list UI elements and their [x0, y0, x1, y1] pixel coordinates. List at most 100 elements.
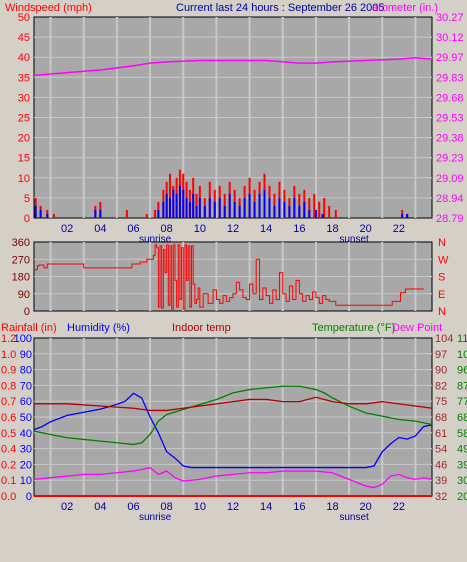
x-tick-label: 02: [61, 223, 73, 235]
humidity-tick-label: 20: [20, 459, 32, 471]
humidity-tick-label: 50: [20, 412, 32, 424]
windspeed-tick-label: 15: [18, 153, 30, 165]
sunset-label: sunset: [339, 234, 369, 245]
chart-title: Current last 24 hours : September 26 200…: [176, 2, 385, 14]
humidity-tick-label: 10: [20, 475, 32, 487]
barometer-tick-label: 29.09: [436, 173, 464, 185]
windspeed-axis-label: Windspeed (mph): [5, 2, 92, 14]
x-tick-label: 18: [326, 501, 338, 513]
compass-tick-label: W: [438, 254, 449, 266]
rainfall-tick-label: 0.8: [1, 380, 16, 392]
indoor-temp-tick-label: 104: [435, 333, 453, 345]
x-tick-label: 10: [194, 223, 206, 235]
compass-tick-label: N: [438, 306, 446, 318]
outdoor-temp-tick-label: 30: [457, 475, 467, 487]
rainfall-axis-label: Rainfall (in): [1, 322, 57, 334]
humidity-line: [33, 392, 433, 469]
x-tick-label: 20: [360, 501, 372, 513]
barometer-tick-label: 29.38: [436, 133, 464, 145]
x-tick-label: 20: [360, 223, 372, 235]
sunset-label: sunset: [339, 512, 369, 523]
dewpoint-line: [33, 467, 433, 489]
windspeed-tick-label: 5: [24, 193, 30, 205]
barometer-tick-label: 29.83: [436, 72, 464, 84]
compass-tick-label: N: [438, 237, 446, 249]
outdoor-temp-tick-label: 58: [457, 428, 467, 440]
direction-tick-label: 0: [24, 306, 30, 318]
x-tick-label: 12: [227, 501, 239, 513]
indoor-temp-tick-label: 61: [435, 428, 447, 440]
indoor-temp-tick-label: 46: [435, 459, 447, 471]
sunrise-label: sunrise: [139, 234, 172, 245]
rainfall-tick-label: 0.0: [1, 491, 16, 503]
windspeed-tick-label: 40: [18, 52, 30, 64]
humidity-tick-label: 0: [26, 491, 32, 503]
indoor-temp-line: [34, 396, 433, 412]
indoor-temp-tick-label: 82: [435, 380, 447, 392]
indoor-temp-tick-label: 39: [435, 475, 447, 487]
barometer-tick-label: 30.27: [436, 12, 464, 24]
outdoor-temp-tick-label: 87: [457, 380, 467, 392]
rainfall-tick-label: 0.2: [1, 459, 16, 471]
x-tick-label: 06: [127, 501, 139, 513]
outdoor-temp-tick-label: 77: [457, 396, 467, 408]
humidity-tick-label: 30: [20, 444, 32, 456]
windspeed-tick-label: 0: [24, 213, 30, 225]
direction-tick-label: 180: [12, 272, 30, 284]
indoor-temp-tick-label: 32: [435, 491, 447, 503]
windspeed-tick-label: 35: [18, 72, 30, 84]
direction-tick-label: 360: [12, 237, 30, 249]
rainfall-tick-label: 0.6: [1, 412, 16, 424]
barometer-tick-label: 29.97: [436, 52, 464, 64]
x-tick-label: 02: [61, 501, 73, 513]
rainfall-tick-label: 1.0: [1, 349, 16, 361]
rainfall-tick-label: 1.2: [1, 333, 16, 345]
barometer-tick-label: 29.53: [436, 113, 464, 125]
x-tick-label: 08: [161, 223, 173, 235]
compass-tick-label: E: [438, 289, 445, 301]
barometer-tick-label: 29.23: [436, 153, 464, 165]
dewpoint-axis-label: Dew Point: [392, 322, 442, 334]
humidity-axis-label: Humidity (%): [67, 322, 130, 334]
rainfall-tick-label: 0.9: [1, 365, 16, 377]
x-tick-label: 22: [393, 223, 405, 235]
indoor-temp-tick-label: 75: [435, 396, 447, 408]
indoor-temp-tick-label: 97: [435, 349, 447, 361]
humidity-tick-label: 100: [14, 333, 32, 345]
humidity-tick-label: 70: [20, 380, 32, 392]
rainfall-tick-label: 0.4: [1, 444, 16, 456]
x-tick-label: 22: [393, 501, 405, 513]
direction-tick-label: 90: [18, 289, 30, 301]
outdoor-temp-tick-label: 39: [457, 459, 467, 471]
windspeed-tick-label: 10: [18, 173, 30, 185]
humidity-tick-label: 80: [20, 365, 32, 377]
indoor-temp-tick-label: 90: [435, 365, 447, 377]
rainfall-tick-label: 0.1: [1, 475, 16, 487]
x-tick-label: 04: [94, 223, 106, 235]
windspeed-tick-label: 45: [18, 32, 30, 44]
windspeed-tick-label: 50: [18, 12, 30, 24]
barometer-tick-label: 29.68: [436, 92, 464, 104]
humidity-tick-label: 90: [20, 349, 32, 361]
x-tick-label: 12: [227, 223, 239, 235]
outdoor-temp-tick-label: 49: [457, 444, 467, 456]
barometer-line: [33, 56, 433, 77]
barometer-tick-label: 28.79: [436, 213, 464, 225]
outdoor-temp-tick-label: 96: [457, 365, 467, 377]
x-tick-label: 16: [293, 501, 305, 513]
x-tick-label: 14: [260, 223, 272, 235]
temperature-axis-label: Temperature (°F): [312, 322, 395, 334]
indoor-temp-tick-label: 68: [435, 412, 447, 424]
x-tick-label: 18: [326, 223, 338, 235]
barometer-axis-label: arometer (in.): [372, 2, 438, 14]
outdoor-temp-tick-label: 68: [457, 412, 467, 424]
windspeed-tick-label: 30: [18, 92, 30, 104]
barometer-tick-label: 30.12: [436, 32, 464, 44]
x-tick-label: 06: [127, 223, 139, 235]
windspeed-tick-label: 25: [18, 113, 30, 125]
windspeed-tick-label: 20: [18, 133, 30, 145]
indoor-temp-tick-label: 54: [435, 444, 447, 456]
sunrise-label: sunrise: [139, 512, 172, 523]
